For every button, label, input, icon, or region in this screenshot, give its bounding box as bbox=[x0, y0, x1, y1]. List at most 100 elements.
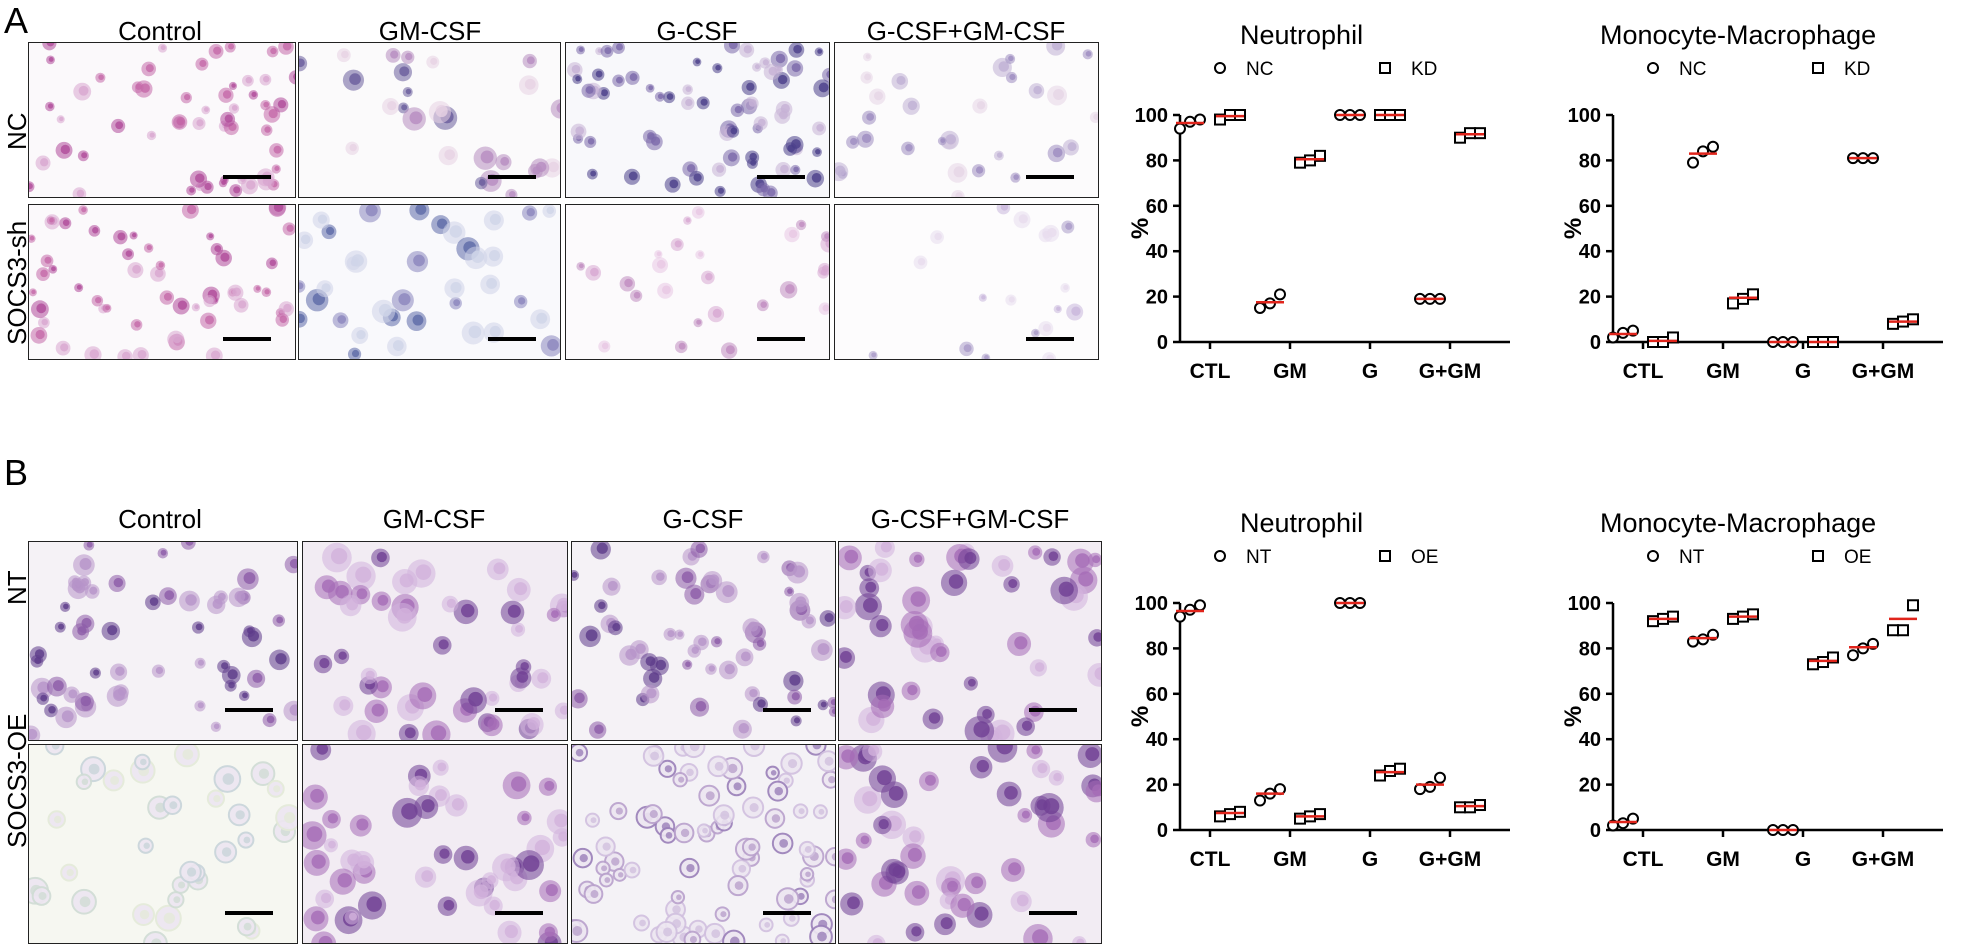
legend-label: OE bbox=[1844, 547, 1871, 568]
scale-bar bbox=[488, 175, 536, 179]
scale-bar bbox=[1026, 175, 1074, 179]
scale-bar bbox=[1029, 911, 1077, 915]
chart-monocyte-b: 0 20 40 60 80 100% CTL GM G G+GM NT OE bbox=[1553, 547, 1953, 933]
chart-title-monocyte-a: Monocyte-Macrophage bbox=[1600, 20, 1877, 50]
y-tick-label: 0 bbox=[1590, 332, 1601, 354]
micrograph-a-r1-c4 bbox=[834, 42, 1099, 198]
y-tick-label: 40 bbox=[1579, 241, 1601, 263]
data-point-square bbox=[1394, 762, 1406, 775]
legend-label: NC bbox=[1679, 59, 1706, 80]
data-point-circle bbox=[1274, 288, 1286, 301]
legend-label: NT bbox=[1246, 547, 1272, 568]
data-point-square bbox=[1667, 610, 1679, 623]
y-tick-label: 0 bbox=[1157, 820, 1168, 842]
column-header-gcsf-gmcsf-b: G-CSF+GM-CSF bbox=[870, 504, 1070, 534]
column-header-gmcsf-a: GM-CSF bbox=[378, 16, 482, 46]
chart-svg: 0 20 40 60 80 100% CTL GM G G+GM NT OE bbox=[1127, 547, 1510, 871]
y-axis-label: % bbox=[1127, 706, 1154, 727]
y-tick-label: 100 bbox=[1135, 105, 1168, 127]
legend-label: OE bbox=[1411, 547, 1438, 568]
data-point-circle bbox=[1174, 610, 1186, 623]
data-point-circle bbox=[1174, 122, 1186, 135]
column-header-gmcsf-b: GM-CSF bbox=[382, 504, 486, 534]
micrograph-b-r1-c1 bbox=[28, 541, 298, 741]
y-tick-label: 80 bbox=[1579, 150, 1601, 172]
data-point-square bbox=[1314, 808, 1326, 821]
chart-neutrophil-a: 0 20 40 60 80 100% CTL GM G G+GM NC KD bbox=[1120, 59, 1520, 445]
legend-label: NT bbox=[1679, 547, 1705, 568]
scale-bar bbox=[763, 708, 811, 712]
x-tick-label: G+GM bbox=[1419, 848, 1481, 871]
scale-bar bbox=[763, 911, 811, 915]
micrograph-a-r2-c1 bbox=[28, 204, 296, 360]
scale-bar bbox=[757, 337, 805, 341]
x-tick-label: CTL bbox=[1190, 360, 1231, 383]
chart-title-neutrophil-a: Neutrophil bbox=[1240, 20, 1364, 50]
data-point-square bbox=[1727, 297, 1739, 310]
chart-svg: 0 20 40 60 80 100% CTL GM G G+GM NT OE bbox=[1560, 547, 1943, 871]
legend-marker-circle bbox=[1214, 550, 1226, 562]
column-header-control-a: Control bbox=[118, 16, 202, 46]
chart-title-monocyte-b: Monocyte-Macrophage bbox=[1600, 508, 1877, 538]
legend-marker-circle bbox=[1647, 62, 1659, 74]
scale-bar bbox=[757, 175, 805, 179]
data-point-circle bbox=[1254, 794, 1266, 807]
data-point-circle bbox=[1847, 649, 1859, 662]
column-header-gcsf-a: G-CSF bbox=[656, 16, 738, 46]
micrograph-a-r2-c2 bbox=[298, 204, 561, 360]
y-tick-label: 20 bbox=[1579, 287, 1601, 309]
y-tick-label: 60 bbox=[1579, 196, 1601, 218]
chart-neutrophil-b: 0 20 40 60 80 100% CTL GM G G+GM NT OE bbox=[1120, 547, 1520, 933]
x-tick-label: G+GM bbox=[1419, 360, 1481, 383]
y-tick-label: 60 bbox=[1146, 684, 1168, 706]
scale-bar bbox=[488, 337, 536, 341]
y-tick-label: 40 bbox=[1146, 241, 1168, 263]
y-tick-label: 40 bbox=[1579, 729, 1601, 751]
y-tick-label: 0 bbox=[1590, 820, 1601, 842]
data-point-square bbox=[1887, 624, 1899, 637]
x-tick-label: CTL bbox=[1623, 360, 1664, 383]
legend-label: KD bbox=[1411, 59, 1437, 80]
legend-marker-square bbox=[1812, 62, 1824, 74]
legend-marker-square bbox=[1812, 550, 1824, 562]
column-header-gcsf-gmcsf-a: G-CSF+GM-CSF bbox=[866, 16, 1066, 46]
data-point-square bbox=[1314, 149, 1326, 162]
x-tick-label: CTL bbox=[1623, 848, 1664, 871]
data-point-square bbox=[1907, 599, 1919, 612]
scale-bar bbox=[495, 708, 543, 712]
micrograph-b-r1-c3 bbox=[571, 541, 836, 741]
data-point-circle bbox=[1687, 156, 1699, 169]
micrograph-b-r1-c2 bbox=[302, 541, 568, 741]
micrograph-b-r2-c3 bbox=[571, 744, 836, 944]
micrograph-a-r1-c3 bbox=[565, 42, 830, 198]
x-tick-label: G bbox=[1362, 360, 1378, 383]
x-tick-label: GM bbox=[1706, 848, 1740, 871]
chart-svg: 0 20 40 60 80 100% CTL GM G G+GM NC KD bbox=[1560, 59, 1943, 383]
data-point-square bbox=[1897, 624, 1909, 637]
y-tick-label: 60 bbox=[1579, 684, 1601, 706]
scale-bar bbox=[223, 337, 271, 341]
legend-marker-square bbox=[1379, 550, 1391, 562]
data-point-circle bbox=[1194, 599, 1206, 612]
y-tick-label: 80 bbox=[1579, 638, 1601, 660]
x-tick-label: CTL bbox=[1190, 848, 1231, 871]
x-tick-label: G bbox=[1795, 360, 1811, 383]
data-point-circle bbox=[1434, 771, 1446, 784]
micrograph-b-r1-c4 bbox=[838, 541, 1102, 741]
chart-title-neutrophil-b: Neutrophil bbox=[1240, 508, 1364, 538]
y-tick-label: 100 bbox=[1568, 593, 1601, 615]
legend-label: KD bbox=[1844, 59, 1870, 80]
legend-marker-circle bbox=[1214, 62, 1226, 74]
micrograph-a-r2-c4 bbox=[834, 204, 1099, 360]
scale-bar bbox=[225, 708, 273, 712]
y-tick-label: 80 bbox=[1146, 150, 1168, 172]
legend-label: NC bbox=[1246, 59, 1273, 80]
legend-marker-square bbox=[1379, 62, 1391, 74]
data-point-square bbox=[1667, 331, 1679, 344]
micrograph-b-r2-c4 bbox=[838, 744, 1102, 944]
x-tick-label: G bbox=[1795, 848, 1811, 871]
scale-bar bbox=[223, 175, 271, 179]
data-point-circle bbox=[1254, 301, 1266, 314]
y-tick-label: 40 bbox=[1146, 729, 1168, 751]
data-point-square bbox=[1907, 313, 1919, 326]
